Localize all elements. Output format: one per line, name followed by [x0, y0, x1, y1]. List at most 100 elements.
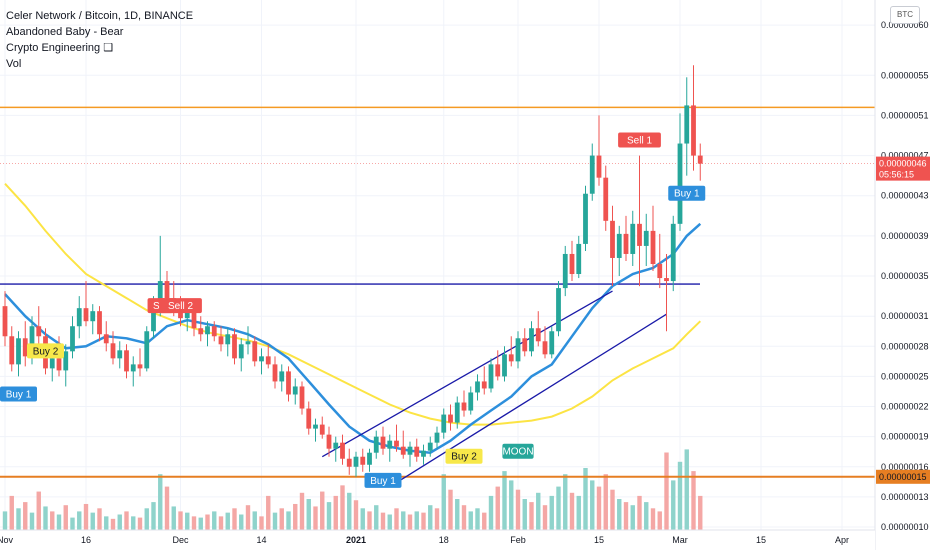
candle-body [56, 358, 62, 371]
volume-bar [151, 502, 156, 530]
price-tick-label: 0.00000043 [881, 191, 929, 201]
volume-bar [684, 449, 689, 530]
last-price-label: 0.00000046 [879, 159, 927, 169]
volume-bar [522, 499, 527, 530]
candle-body [468, 392, 474, 411]
candle-body [49, 358, 55, 369]
signal-label-text: Buy 1 [674, 189, 700, 200]
indicator-crypto-engineering[interactable]: Crypto Engineering ❑ [6, 42, 114, 54]
volume-bar [50, 511, 55, 530]
signal-label-text: Buy 1 [370, 476, 396, 487]
candle-body [292, 386, 298, 395]
candle-body [124, 350, 129, 372]
indicator-abandoned-baby[interactable]: Abandoned Baby - Bear [6, 26, 124, 38]
volume-bar [583, 468, 588, 530]
candle-body [589, 155, 595, 194]
volume-bar [266, 495, 271, 530]
candle-body [657, 263, 663, 279]
volume-bar [259, 516, 264, 530]
volume-bar [448, 489, 453, 530]
volume-bar [320, 491, 325, 530]
signal-label-bg [618, 132, 661, 148]
volume-bar [326, 502, 332, 530]
volume-bar [299, 492, 305, 530]
candle-body [76, 308, 82, 327]
volume-bar [374, 505, 379, 530]
volume-bar [482, 512, 487, 530]
candle-body [610, 220, 615, 258]
volume-bar [56, 514, 62, 530]
candle-body [664, 278, 669, 282]
volume-bar [43, 506, 48, 530]
candle-body [508, 354, 514, 362]
signal-label-bg [445, 448, 483, 464]
volume-bar [110, 518, 116, 530]
volume-bar [421, 512, 426, 530]
signal-label: Buy 1 [364, 472, 402, 488]
candle-body [400, 446, 406, 455]
candle-body [353, 456, 359, 467]
volume-bar [131, 516, 136, 530]
time-tick-label: 15 [756, 535, 766, 545]
volume-bar [475, 508, 480, 530]
candle-body [346, 458, 352, 467]
candle-body [286, 371, 291, 395]
price-tick-label: 0.00000051 [881, 110, 929, 120]
volume-bar [387, 514, 392, 530]
candle-body [461, 402, 467, 411]
candle-body [556, 288, 561, 332]
volume-bar [90, 512, 95, 530]
volume-bar [455, 499, 460, 530]
signal-label-text: Buy 1 [6, 389, 32, 400]
volume-bar [650, 508, 656, 530]
volume-bar [367, 511, 372, 530]
candle-body [259, 356, 264, 362]
candle-body [319, 424, 325, 435]
volume-bar [428, 505, 433, 530]
candle-body [481, 381, 487, 389]
volume-bar [164, 486, 170, 530]
candle-body [16, 338, 21, 365]
candle-body [9, 336, 15, 365]
volume-bar [441, 474, 446, 530]
candle-body [360, 456, 366, 465]
candle-body [522, 338, 528, 352]
volume-bar [644, 502, 649, 530]
candle-body [596, 155, 602, 178]
price-axis-bg [875, 0, 932, 550]
volume-bar [434, 508, 440, 530]
volume-bar [347, 492, 352, 530]
candle-body [299, 386, 305, 409]
time-tick-label: Nov [0, 535, 13, 545]
signal-label: Buy 2 [27, 343, 64, 359]
last-price-label-bg [876, 156, 930, 181]
candle-body [83, 308, 89, 322]
price-tick-label: 0.00000039 [881, 231, 929, 241]
price-tick-label: 0.00000013 [881, 492, 929, 502]
signal-label-bg [502, 443, 534, 459]
candle-body [421, 450, 426, 457]
signal-label: Sell 1 [618, 132, 661, 148]
candle-body [36, 326, 42, 337]
volume-bar [286, 511, 291, 530]
candle-body [252, 341, 258, 362]
volume-bar [293, 503, 298, 530]
time-axis: Nov 16 Dec 14 2021 18 Feb 15 Mar 15 Apr [0, 529, 875, 550]
trend-line [321, 290, 613, 458]
volume-bar [603, 474, 608, 530]
candle-body [441, 414, 447, 433]
volume-bar [563, 474, 568, 530]
volume-bar [158, 474, 163, 530]
currency-button[interactable]: BTC [890, 6, 920, 24]
indicator-volume[interactable]: Vol [6, 58, 22, 70]
volume-bar [191, 516, 197, 530]
volume-bar [340, 485, 345, 530]
candle-body [157, 281, 163, 305]
candle-body [677, 143, 683, 224]
volume-bar [63, 505, 68, 530]
price-axis: 0.00000060 0.00000055 0.00000051 0.00000047… [874, 0, 932, 550]
candle-body [542, 341, 548, 355]
volume-bar [178, 511, 183, 530]
price-tick-label: 0.00000016 [881, 462, 929, 472]
